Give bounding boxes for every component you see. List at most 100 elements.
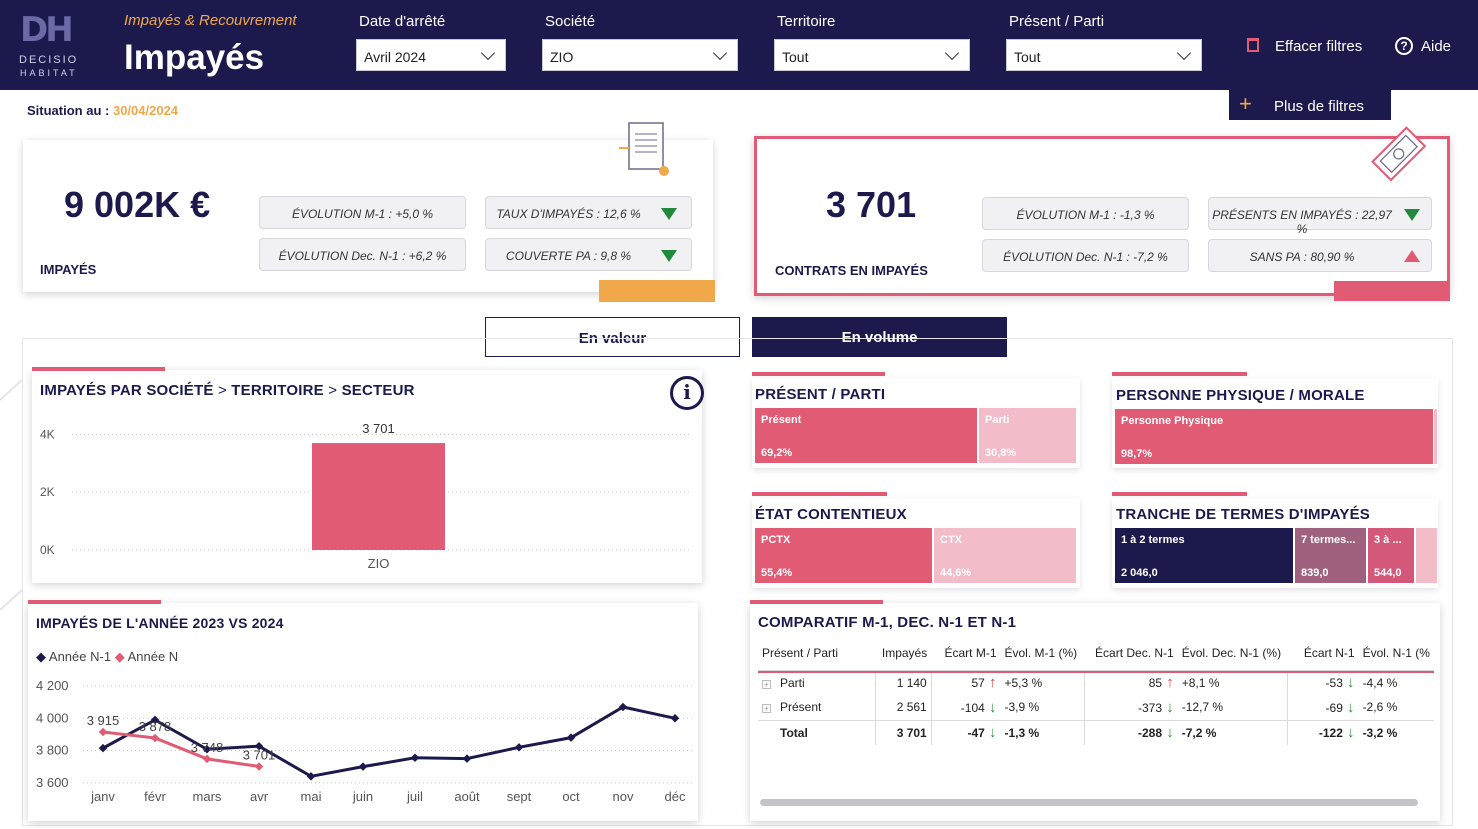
x-tick-label: sept (507, 789, 532, 804)
data-point[interactable] (462, 754, 472, 763)
trash-icon[interactable] (1247, 38, 1259, 52)
personne-title: PERSONNE PHYSIQUE / MORALE (1116, 387, 1365, 404)
info-icon[interactable]: i (670, 376, 704, 410)
treemap-tile-parti[interactable]: Parti 30,8% (979, 408, 1076, 463)
data-point[interactable] (98, 743, 108, 753)
section-accent (750, 600, 883, 604)
cell-ecart-m1: 57 ↑ (971, 674, 997, 692)
column-header[interactable]: Écart N-1 (1287, 636, 1359, 671)
column-header[interactable]: Évol. Dec. N-1 (%) (1177, 636, 1288, 671)
column-header[interactable]: Présent / Parti (758, 636, 876, 671)
x-tick-label: avr (250, 789, 269, 804)
table-row[interactable]: + Présent 2 561 -104 ↓ -3,9 % -373 ↓ -12,7 % -6… (758, 695, 1434, 720)
treemap-tile-ctx[interactable]: CTX 44,6% (934, 528, 1076, 583)
down-arrow-icon: ↓ (1342, 698, 1355, 716)
top-banner: DH DECISIO HABITAT Impayés & Recouvremen… (0, 0, 1478, 90)
treemap-tile-present[interactable]: Présent 69,2% (755, 408, 977, 463)
section-accent (32, 367, 165, 371)
help-button[interactable]: Aide (1421, 38, 1452, 55)
y-tick-label: 4 200 (36, 678, 69, 693)
clear-filters-button[interactable]: Effacer filtres (1275, 38, 1363, 55)
table-title: COMPARATIF M-1, DEC. N-1 ET N-1 (758, 614, 1017, 631)
treemap-tile-3[interactable]: 3 à ... 544,0 (1368, 528, 1414, 583)
societe-dropdown[interactable]: ZIO (542, 39, 738, 71)
treemap-tile-morale[interactable] (1434, 409, 1437, 464)
down-arrow-icon: ↓ (984, 698, 997, 716)
column-header[interactable]: Impayés (875, 636, 932, 671)
data-point[interactable] (202, 745, 212, 754)
legend-marker: ◆ (36, 649, 46, 664)
data-point[interactable] (670, 714, 680, 723)
data-point[interactable] (254, 741, 264, 751)
cell-ecart-dec: 85 ↑ (1148, 674, 1174, 692)
territoire-dropdown[interactable]: Tout (774, 39, 970, 71)
chevron-down-icon (944, 45, 960, 61)
horizontal-scrollbar[interactable] (760, 799, 1418, 806)
data-point[interactable] (514, 743, 524, 752)
point-data-label: 3 701 (243, 747, 276, 762)
section-accent (1112, 372, 1247, 376)
point-data-label: 3 915 (87, 713, 120, 728)
series-line (102, 730, 260, 768)
table-row[interactable]: + Parti 1 140 57 ↑ +5,3 % 85 ↑ +8,1 % -53 ↓ -4,4… (758, 670, 1434, 695)
x-tick-label: juin (352, 789, 373, 804)
x-tick-label: oct (562, 789, 580, 804)
column-header[interactable]: Écart Dec. N-1 (1084, 636, 1178, 671)
kpi-pill: PRÉSENTS EN IMPAYÉS : 22,97 % (1208, 197, 1432, 236)
data-point[interactable] (254, 762, 264, 771)
treemap-tile-physique[interactable]: Personne Physique 98,7% (1115, 409, 1433, 464)
date-dropdown[interactable]: Avril 2024 (356, 39, 506, 71)
bar[interactable] (312, 443, 445, 550)
chevron-down-icon (712, 45, 728, 61)
chevron-down-icon (1176, 45, 1192, 61)
data-point[interactable] (98, 727, 108, 737)
column-header[interactable]: Écart M-1 (931, 636, 1001, 671)
data-point[interactable] (358, 762, 368, 771)
x-tick-label: ZIO (368, 556, 390, 571)
x-tick-label: juil (406, 789, 423, 804)
treemap-tile-7[interactable]: 7 termes... 839,0 (1295, 528, 1366, 583)
kpi-pill: ÉVOLUTION Dec. N-1 : +6,2 % (259, 238, 466, 271)
down-triangle-icon (661, 208, 677, 220)
table-row[interactable]: Total 3 701 -47 ↓ -1,3 % -288 ↓ -7,2 % -122 ↓ -… (758, 720, 1434, 745)
column-header[interactable]: Évol. N-1 (% (1358, 636, 1434, 671)
help-icon[interactable]: ? (1395, 37, 1413, 55)
treemap-tile-pctx[interactable]: PCTX 55,4% (755, 528, 932, 583)
report-subtitle: Impayés & Recouvrement (124, 12, 297, 29)
data-point[interactable] (150, 733, 160, 743)
bar-chart: 0K 2K 4K 3 701 ZIO (40, 421, 692, 571)
main-panel (22, 338, 1453, 826)
kpi-pill: ÉVOLUTION M-1 : +5,0 % (259, 196, 466, 229)
cell-impayes: 2 561 (875, 695, 932, 720)
expand-icon[interactable]: + (762, 679, 771, 689)
data-point[interactable] (410, 753, 420, 763)
cell-impayes: 3 701 (875, 720, 932, 745)
toggle-en-volume[interactable]: En volume (752, 317, 1007, 357)
line-chart-card (28, 603, 698, 821)
legend-item: Année N-1 (48, 649, 112, 664)
down-arrow-icon: ↓ (1342, 724, 1355, 742)
present-parti-dropdown[interactable]: Tout (1006, 39, 1202, 71)
y-tick-label: 3 800 (36, 743, 69, 758)
decorative-lines (0, 379, 22, 611)
page-title: Impayés (124, 38, 265, 77)
kpi-caption: CONTRATS EN IMPAYÉS (775, 263, 928, 278)
invoice-icon (619, 122, 669, 176)
toggle-en-valeur[interactable]: En valeur (485, 317, 740, 357)
kpi-pill: COUVERTE PA : 9,8 % (485, 238, 692, 271)
cell-ecart-n1: -69 ↓ (1325, 698, 1355, 716)
down-arrow-icon: ↓ (1162, 698, 1174, 716)
cell-ecart-dec: -373 ↓ (1138, 698, 1174, 716)
line-chart: 3 600 3 800 4 000 4 200 janv févr mars avr mai ju… (36, 678, 693, 804)
money-icon (1371, 126, 1427, 182)
treemap-tile-1-2[interactable]: 1 à 2 termes 2 046,0 (1115, 528, 1293, 583)
more-filters-button[interactable]: + Plus de filtres (1229, 90, 1391, 120)
line-chart-title: IMPAYÉS DE L'ANNÉE 2023 VS 2024 (36, 615, 284, 631)
filter-label-societe: Société (545, 13, 596, 30)
column-header[interactable]: Évol. M-1 (%) (1000, 636, 1085, 671)
data-point[interactable] (202, 754, 212, 764)
kpi-caption: IMPAYÉS (40, 262, 97, 277)
expand-icon[interactable]: + (762, 704, 771, 714)
treemap-tile-other[interactable] (1416, 528, 1437, 583)
up-arrow-icon: ↑ (984, 674, 997, 692)
